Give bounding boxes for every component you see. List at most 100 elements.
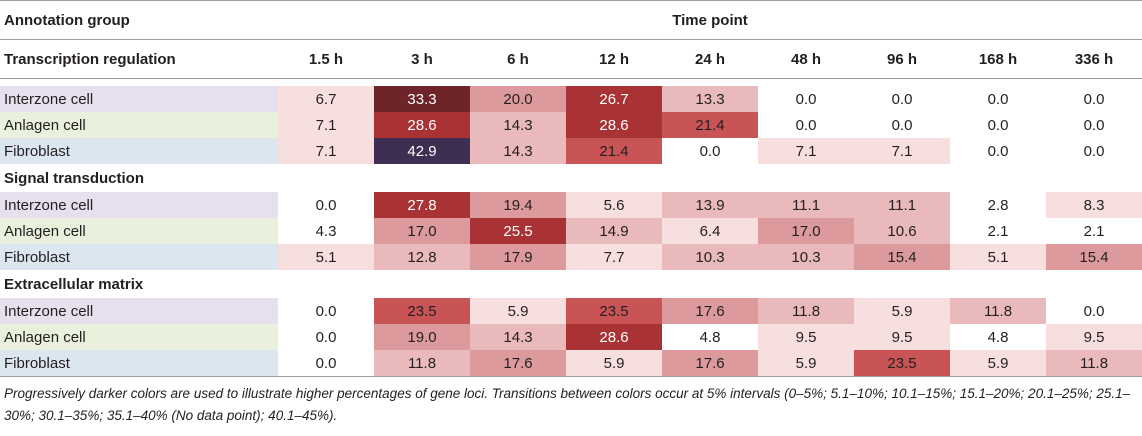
value-cell: 5.1 <box>278 244 374 270</box>
time-point-label: 336 h <box>1046 39 1142 79</box>
value-cell: 13.9 <box>662 192 758 218</box>
table-row: Anlagen cell 4.3 17.0 25.5 14.9 6.4 17.0… <box>0 218 1142 244</box>
value-cell: 17.0 <box>758 218 854 244</box>
spacer-row <box>0 79 1142 87</box>
value-cell: 17.6 <box>662 298 758 324</box>
value-cell: 17.6 <box>470 350 566 377</box>
value-cell: 6.7 <box>278 86 374 112</box>
value-cell: 5.9 <box>950 350 1046 377</box>
data-table: Annotation group Time point Transcriptio… <box>0 0 1142 377</box>
time-point-label: 48 h <box>758 39 854 79</box>
time-point-label: 168 h <box>950 39 1046 79</box>
value-cell: 5.1 <box>950 244 1046 270</box>
value-cell: 11.8 <box>950 298 1046 324</box>
value-cell: 5.9 <box>566 350 662 377</box>
value-cell: 5.6 <box>566 192 662 218</box>
row-label: Interzone cell <box>0 298 278 324</box>
annotation-group-header: Annotation group <box>0 0 278 40</box>
table-row: Fibroblast 5.1 12.8 17.9 7.7 10.3 10.3 1… <box>0 244 1142 270</box>
table-row: Interzone cell 6.7 33.3 20.0 26.7 13.3 0… <box>0 86 1142 112</box>
time-point-label: 1.5 h <box>278 39 374 79</box>
group-header-row: Extracellular matrix <box>0 270 1142 298</box>
value-cell: 17.6 <box>662 350 758 377</box>
value-cell: 19.0 <box>374 324 470 350</box>
value-cell: 28.6 <box>374 112 470 138</box>
value-cell: 28.6 <box>566 112 662 138</box>
value-cell: 27.8 <box>374 192 470 218</box>
value-cell: 17.9 <box>470 244 566 270</box>
value-cell: 21.4 <box>566 138 662 164</box>
row-label: Fibroblast <box>0 244 278 270</box>
value-cell: 0.0 <box>278 350 374 377</box>
value-cell: 0.0 <box>662 138 758 164</box>
value-cell: 9.5 <box>758 324 854 350</box>
value-cell: 5.9 <box>758 350 854 377</box>
table-row: Anlagen cell 0.0 19.0 14.3 28.6 4.8 9.5 … <box>0 324 1142 350</box>
value-cell: 11.8 <box>758 298 854 324</box>
value-cell: 28.6 <box>566 324 662 350</box>
value-cell: 23.5 <box>566 298 662 324</box>
group-title: Signal transduction <box>4 169 145 187</box>
row-label: Interzone cell <box>0 86 278 112</box>
value-cell: 0.0 <box>758 112 854 138</box>
value-cell: 21.4 <box>662 112 758 138</box>
value-cell: 0.0 <box>854 86 950 112</box>
value-cell: 23.5 <box>854 350 950 377</box>
value-cell: 13.3 <box>662 86 758 112</box>
table-row: Fibroblast 0.0 11.8 17.6 5.9 17.6 5.9 23… <box>0 350 1142 377</box>
row-label: Anlagen cell <box>0 112 278 138</box>
value-cell: 15.4 <box>854 244 950 270</box>
value-cell: 4.8 <box>950 324 1046 350</box>
row-label: Anlagen cell <box>0 218 278 244</box>
value-cell: 0.0 <box>278 298 374 324</box>
value-cell: 12.8 <box>374 244 470 270</box>
table-row: Fibroblast 7.1 42.9 14.3 21.4 0.0 7.1 7.… <box>0 138 1142 164</box>
value-cell: 0.0 <box>278 324 374 350</box>
value-cell: 2.8 <box>950 192 1046 218</box>
value-cell: 11.8 <box>374 350 470 377</box>
table-row: Interzone cell 0.0 23.5 5.9 23.5 17.6 11… <box>0 298 1142 324</box>
value-cell: 2.1 <box>1046 218 1142 244</box>
value-cell: 7.1 <box>278 138 374 164</box>
row-label: Interzone cell <box>0 192 278 218</box>
header-row-1: Annotation group Time point <box>0 0 1142 40</box>
value-cell: 0.0 <box>758 86 854 112</box>
value-cell: 0.0 <box>1046 298 1142 324</box>
value-cell: 4.8 <box>662 324 758 350</box>
value-cell: 11.1 <box>854 192 950 218</box>
value-cell: 7.1 <box>278 112 374 138</box>
value-cell: 0.0 <box>854 112 950 138</box>
time-point-label: 12 h <box>566 39 662 79</box>
value-cell: 0.0 <box>1046 112 1142 138</box>
value-cell: 8.3 <box>1046 192 1142 218</box>
time-point-label: 96 h <box>854 39 950 79</box>
value-cell: 5.9 <box>470 298 566 324</box>
value-cell: 4.3 <box>278 218 374 244</box>
time-point-label: 6 h <box>470 39 566 79</box>
value-cell: 5.9 <box>854 298 950 324</box>
value-cell: 7.7 <box>566 244 662 270</box>
value-cell: 42.9 <box>374 138 470 164</box>
value-cell: 11.8 <box>1046 350 1142 377</box>
value-cell: 25.5 <box>470 218 566 244</box>
value-cell: 17.0 <box>374 218 470 244</box>
group-header-row: Signal transduction <box>0 164 1142 192</box>
value-cell: 9.5 <box>854 324 950 350</box>
time-point-label: 3 h <box>374 39 470 79</box>
table-row: Interzone cell 0.0 27.8 19.4 5.6 13.9 11… <box>0 192 1142 218</box>
value-cell: 26.7 <box>566 86 662 112</box>
table-row: Anlagen cell 7.1 28.6 14.3 28.6 21.4 0.0… <box>0 112 1142 138</box>
value-cell: 11.1 <box>758 192 854 218</box>
value-cell: 6.4 <box>662 218 758 244</box>
value-cell: 20.0 <box>470 86 566 112</box>
row-label: Fibroblast <box>0 350 278 377</box>
value-cell: 2.1 <box>950 218 1046 244</box>
row-label: Anlagen cell <box>0 324 278 350</box>
value-cell: 9.5 <box>1046 324 1142 350</box>
value-cell: 19.4 <box>470 192 566 218</box>
value-cell: 0.0 <box>278 192 374 218</box>
value-cell: 15.4 <box>1046 244 1142 270</box>
header-row-2: Transcription regulation 1.5 h 3 h 6 h 1… <box>0 39 1142 79</box>
value-cell: 0.0 <box>1046 86 1142 112</box>
time-point-label: 24 h <box>662 39 758 79</box>
